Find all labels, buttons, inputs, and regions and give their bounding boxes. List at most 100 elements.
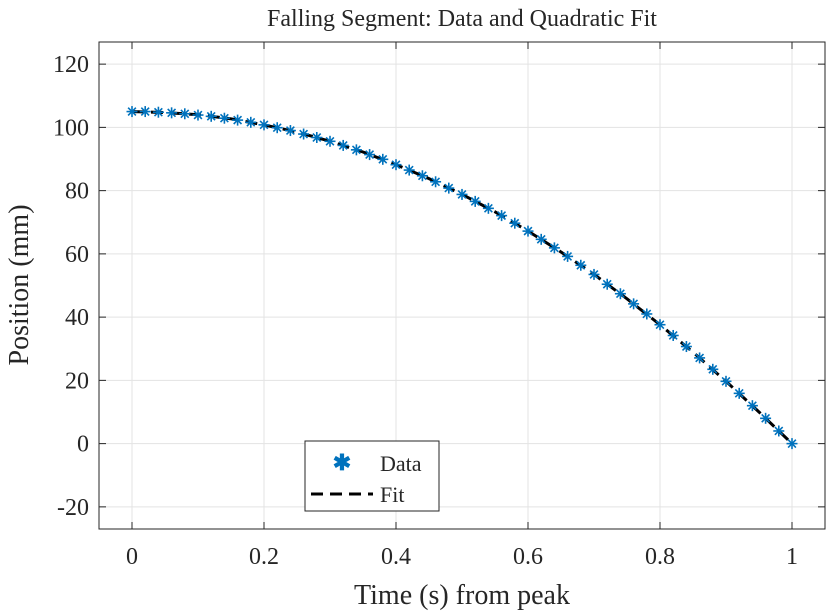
data-point bbox=[284, 125, 296, 137]
data-point-stroke bbox=[761, 413, 771, 423]
data-point bbox=[614, 288, 626, 300]
data-point-stroke bbox=[378, 154, 388, 164]
plot-background bbox=[99, 42, 825, 529]
data-point bbox=[443, 182, 455, 194]
data-point-stroke bbox=[563, 251, 573, 261]
x-tick-label: 0.8 bbox=[645, 544, 675, 570]
x-tick-label: 0.2 bbox=[249, 544, 279, 570]
data-point bbox=[469, 195, 481, 207]
data-point-stroke bbox=[127, 107, 137, 117]
data-point bbox=[166, 107, 178, 119]
data-point bbox=[192, 109, 204, 121]
data-point-stroke bbox=[365, 150, 375, 160]
data-point bbox=[232, 114, 244, 126]
data-point bbox=[509, 217, 521, 229]
data-point-stroke bbox=[589, 269, 599, 279]
data-point-stroke bbox=[681, 342, 691, 351]
data-point-stroke bbox=[246, 117, 256, 127]
data-point-stroke bbox=[338, 140, 348, 150]
data-point bbox=[522, 225, 534, 237]
data-point bbox=[654, 319, 666, 331]
data-point bbox=[482, 202, 494, 214]
data-point bbox=[588, 268, 600, 280]
data-point-stroke bbox=[299, 129, 309, 139]
data-point bbox=[258, 119, 270, 131]
data-point-stroke bbox=[206, 111, 216, 121]
data-point-stroke bbox=[312, 133, 322, 142]
data-point-stroke bbox=[615, 289, 625, 299]
data-point bbox=[641, 308, 653, 320]
data-point-stroke bbox=[629, 299, 639, 309]
legend: ✱ Data Fit bbox=[304, 440, 440, 512]
data-point-stroke bbox=[549, 243, 559, 253]
data-point-stroke bbox=[576, 260, 586, 270]
data-point-stroke bbox=[497, 211, 507, 221]
y-tick-label: 100 bbox=[53, 115, 89, 141]
legend-data-label: Data bbox=[380, 451, 422, 476]
data-point-stroke bbox=[391, 160, 401, 170]
data-point bbox=[364, 149, 376, 161]
data-series bbox=[126, 106, 798, 450]
data-point-stroke bbox=[351, 145, 361, 155]
x-tick-label: 0.6 bbox=[513, 544, 543, 570]
data-point bbox=[773, 425, 785, 437]
data-point bbox=[377, 153, 389, 165]
data-point bbox=[298, 128, 310, 140]
data-point bbox=[694, 352, 706, 364]
data-point bbox=[601, 278, 613, 290]
data-point-stroke bbox=[774, 426, 784, 436]
x-tick-label: 0 bbox=[126, 544, 138, 570]
data-point bbox=[707, 363, 719, 375]
data-point-stroke bbox=[167, 108, 177, 118]
y-tick-label: -20 bbox=[57, 495, 89, 521]
x-axis-label: Time (s) from peak bbox=[354, 580, 570, 611]
data-point bbox=[430, 176, 442, 188]
data-point bbox=[746, 400, 758, 412]
data-point bbox=[218, 112, 230, 124]
data-point bbox=[324, 135, 336, 147]
y-tick-label: 120 bbox=[53, 52, 89, 78]
data-point-stroke bbox=[483, 203, 493, 213]
data-point-stroke bbox=[668, 331, 678, 340]
data-point-stroke bbox=[536, 234, 546, 244]
y-tick-label: 0 bbox=[77, 432, 89, 458]
data-point-stroke bbox=[510, 218, 520, 228]
data-point-stroke bbox=[734, 388, 744, 398]
data-point-stroke bbox=[285, 126, 295, 136]
data-point-stroke bbox=[272, 123, 282, 133]
data-point-stroke bbox=[602, 279, 612, 289]
data-point-stroke bbox=[233, 115, 243, 125]
data-point bbox=[205, 110, 217, 122]
data-point-stroke bbox=[470, 196, 480, 206]
data-point bbox=[562, 250, 574, 262]
data-point-stroke bbox=[431, 177, 441, 187]
data-point bbox=[179, 108, 191, 120]
data-point bbox=[535, 233, 547, 245]
y-tick-label: 60 bbox=[65, 242, 89, 268]
plot-frame bbox=[98, 41, 826, 530]
data-point-stroke bbox=[708, 364, 718, 374]
data-point bbox=[271, 122, 283, 134]
y-tick-label: 80 bbox=[65, 179, 89, 205]
data-point-stroke bbox=[787, 439, 797, 449]
data-point-stroke bbox=[153, 107, 163, 117]
data-point bbox=[733, 387, 745, 399]
grid bbox=[99, 42, 825, 529]
axis-ticks: 0 0.2 0.4 0.6 0.8 1 -20 0 20 40 60 80 100 120 bbox=[53, 42, 825, 570]
x-tick-label: 0.4 bbox=[381, 544, 411, 570]
data-point bbox=[152, 106, 164, 118]
data-point bbox=[245, 116, 257, 128]
data-point bbox=[139, 106, 151, 118]
data-point bbox=[390, 159, 402, 171]
data-point bbox=[126, 106, 138, 118]
y-axis-label: Position (mm) bbox=[4, 204, 35, 365]
data-point-stroke bbox=[655, 320, 665, 330]
legend-box bbox=[304, 440, 440, 512]
data-point-stroke bbox=[404, 165, 414, 175]
data-point bbox=[548, 242, 560, 254]
data-point-stroke bbox=[180, 109, 190, 119]
data-point bbox=[496, 210, 508, 222]
data-point bbox=[786, 438, 798, 450]
y-tick-label: 40 bbox=[65, 305, 89, 331]
data-point bbox=[680, 341, 692, 353]
